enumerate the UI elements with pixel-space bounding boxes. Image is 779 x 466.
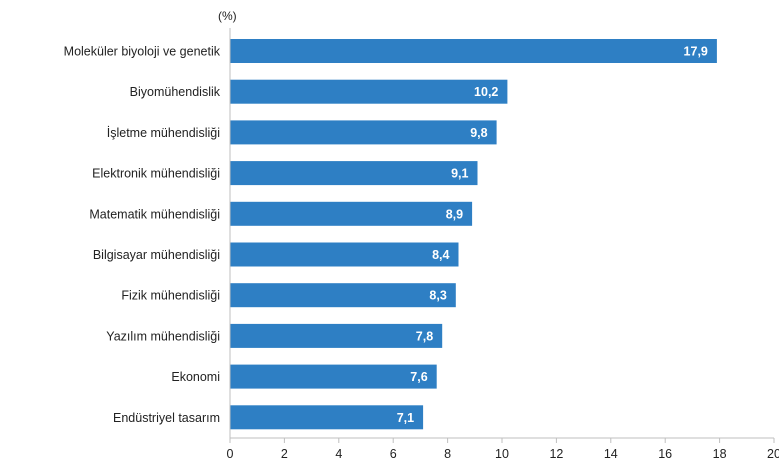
x-tick-label: 14 — [604, 447, 618, 461]
bar — [230, 323, 443, 348]
x-tick-label: 8 — [444, 447, 451, 461]
category-label: Bilgisayar mühendisliği — [93, 248, 220, 262]
bar-value-label: 9,8 — [470, 126, 487, 140]
x-axis: 0 2 4 6 8 10 12 14 16 18 20 — [227, 28, 779, 461]
bar — [230, 201, 473, 226]
category-label: Biyomühendislik — [130, 85, 221, 99]
x-tick-label: 2 — [281, 447, 288, 461]
x-tick-label: 18 — [713, 447, 727, 461]
category-label: Yazılım mühendisliği — [106, 329, 220, 343]
x-tick-label: 12 — [549, 447, 563, 461]
bar-value-label: 17,9 — [684, 45, 708, 59]
x-tick-label: 6 — [390, 447, 397, 461]
category-labels: Moleküler biyoloji ve genetik Biyomühendi… — [64, 45, 221, 425]
x-tick-label: 10 — [495, 447, 509, 461]
category-label: İşletme mühendisliği — [107, 126, 220, 140]
x-tick-label: 0 — [227, 447, 234, 461]
category-label: Elektronik mühendisliği — [92, 167, 220, 181]
bar — [230, 283, 456, 308]
bar — [230, 39, 717, 63]
bar-value-label: 7,6 — [410, 370, 427, 384]
category-label: Endüstriyel tasarım — [113, 411, 220, 425]
bar-value-label: 9,1 — [451, 167, 468, 181]
bar-value-label: 7,8 — [416, 329, 433, 343]
bar — [230, 120, 497, 145]
bar-value-label: 7,1 — [397, 411, 414, 425]
bar-value-label: 8,9 — [446, 207, 463, 221]
bar — [230, 242, 459, 267]
x-tick-label: 4 — [335, 447, 342, 461]
bar-value-label: 8,4 — [432, 248, 449, 262]
unit-label: (%) — [218, 9, 237, 23]
bar — [230, 405, 424, 430]
category-label: Fizik mühendisliği — [121, 289, 220, 303]
bar — [230, 161, 478, 186]
bar — [230, 364, 437, 389]
bar-value-label: 10,2 — [474, 85, 498, 99]
bars-layer: 17,9 10,2 9,8 9,1 8,9 8,4 8,3 7,8 7,6 7,1 — [230, 39, 717, 430]
x-tick-label: 16 — [658, 447, 672, 461]
category-label: Ekonomi — [171, 370, 220, 384]
bar — [230, 79, 508, 104]
bar-value-label: 8,3 — [429, 289, 446, 303]
category-label: Moleküler biyoloji ve genetik — [64, 45, 221, 59]
x-tick-label: 20 — [767, 447, 779, 461]
category-label: Matematik mühendisliği — [89, 207, 220, 221]
